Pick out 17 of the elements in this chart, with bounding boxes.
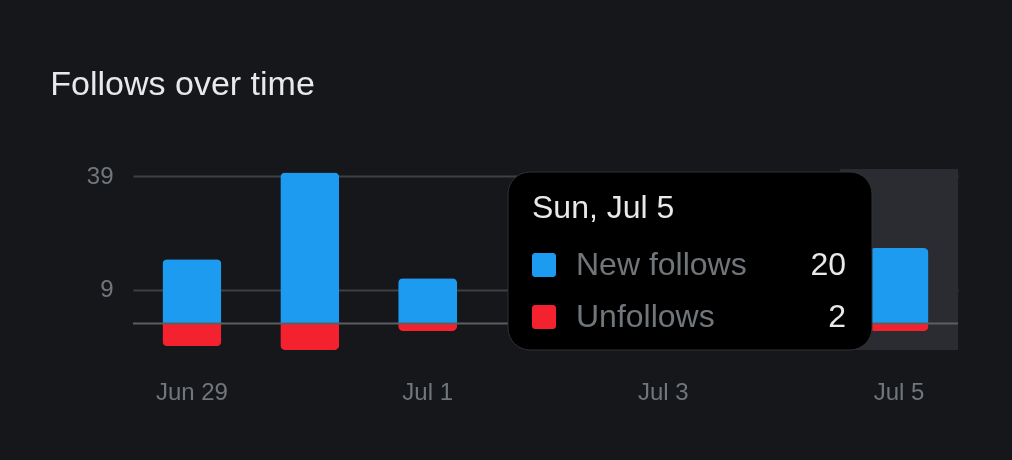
bar <box>162 323 222 347</box>
bar <box>280 323 340 350</box>
y-tick-label: 9 <box>100 275 114 303</box>
chart-title: Follows over time <box>50 64 315 103</box>
x-tick-label: Jul 3 <box>638 377 689 405</box>
x-tick-label: Jun 29 <box>155 377 228 405</box>
bar <box>162 259 222 324</box>
x-tick-label: Jul 1 <box>402 377 453 405</box>
legend-title: Sun, Jul 5 <box>532 189 675 225</box>
bar <box>280 172 340 324</box>
x-tick-label: Jul 5 <box>873 377 925 405</box>
annotation: 20 <box>810 246 846 282</box>
bar <box>398 278 458 324</box>
legend-label: New follows <box>576 246 747 282</box>
y-tick-label: 39 <box>86 161 114 189</box>
annotation: 2 <box>828 298 846 334</box>
legend-label: Unfollows <box>576 298 715 334</box>
